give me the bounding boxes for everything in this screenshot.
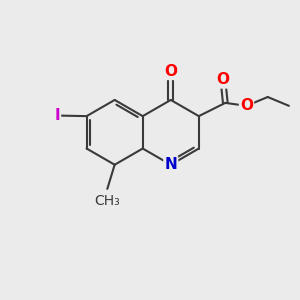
Text: O: O — [217, 72, 230, 87]
Text: O: O — [164, 64, 177, 79]
Text: I: I — [54, 108, 60, 123]
Text: O: O — [240, 98, 253, 113]
Text: N: N — [164, 157, 177, 172]
Text: CH₃: CH₃ — [94, 194, 120, 208]
